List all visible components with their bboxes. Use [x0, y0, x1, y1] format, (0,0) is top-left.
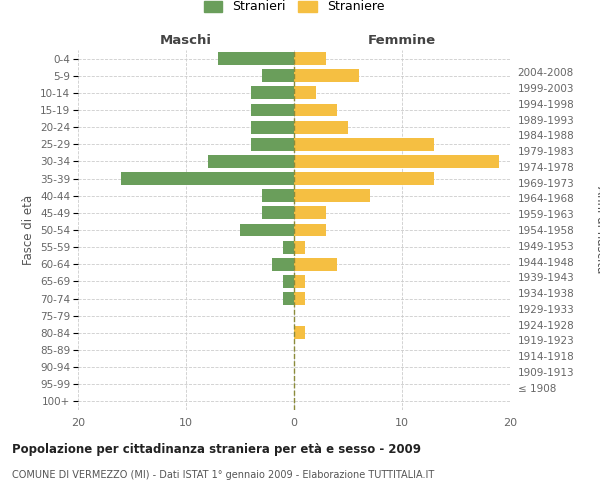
Bar: [272, 258, 294, 270]
Bar: [251, 104, 294, 117]
Bar: [294, 240, 305, 254]
Bar: [218, 52, 294, 65]
Text: Popolazione per cittadinanza straniera per età e sesso - 2009: Popolazione per cittadinanza straniera p…: [12, 442, 421, 456]
Bar: [283, 240, 294, 254]
Text: COMUNE DI VERMEZZO (MI) - Dati ISTAT 1° gennaio 2009 - Elaborazione TUTTITALIA.I: COMUNE DI VERMEZZO (MI) - Dati ISTAT 1° …: [12, 470, 434, 480]
Bar: [294, 206, 326, 220]
Bar: [294, 70, 359, 82]
Bar: [294, 190, 370, 202]
Bar: [262, 206, 294, 220]
Bar: [294, 138, 434, 150]
Bar: [294, 326, 305, 340]
Bar: [262, 190, 294, 202]
Text: Femmine: Femmine: [368, 34, 436, 46]
Y-axis label: Anni di nascita: Anni di nascita: [594, 186, 600, 274]
Bar: [294, 258, 337, 270]
Bar: [294, 155, 499, 168]
Bar: [294, 120, 348, 134]
Legend: Stranieri, Straniere: Stranieri, Straniere: [203, 0, 385, 14]
Bar: [294, 104, 337, 117]
Bar: [294, 224, 326, 236]
Text: Maschi: Maschi: [160, 34, 212, 46]
Bar: [240, 224, 294, 236]
Bar: [294, 275, 305, 288]
Bar: [294, 292, 305, 305]
Bar: [251, 120, 294, 134]
Bar: [294, 86, 316, 100]
Y-axis label: Fasce di età: Fasce di età: [22, 195, 35, 265]
Bar: [283, 275, 294, 288]
Bar: [294, 172, 434, 185]
Bar: [208, 155, 294, 168]
Bar: [283, 292, 294, 305]
Bar: [251, 86, 294, 100]
Bar: [294, 52, 326, 65]
Bar: [262, 70, 294, 82]
Bar: [121, 172, 294, 185]
Bar: [251, 138, 294, 150]
